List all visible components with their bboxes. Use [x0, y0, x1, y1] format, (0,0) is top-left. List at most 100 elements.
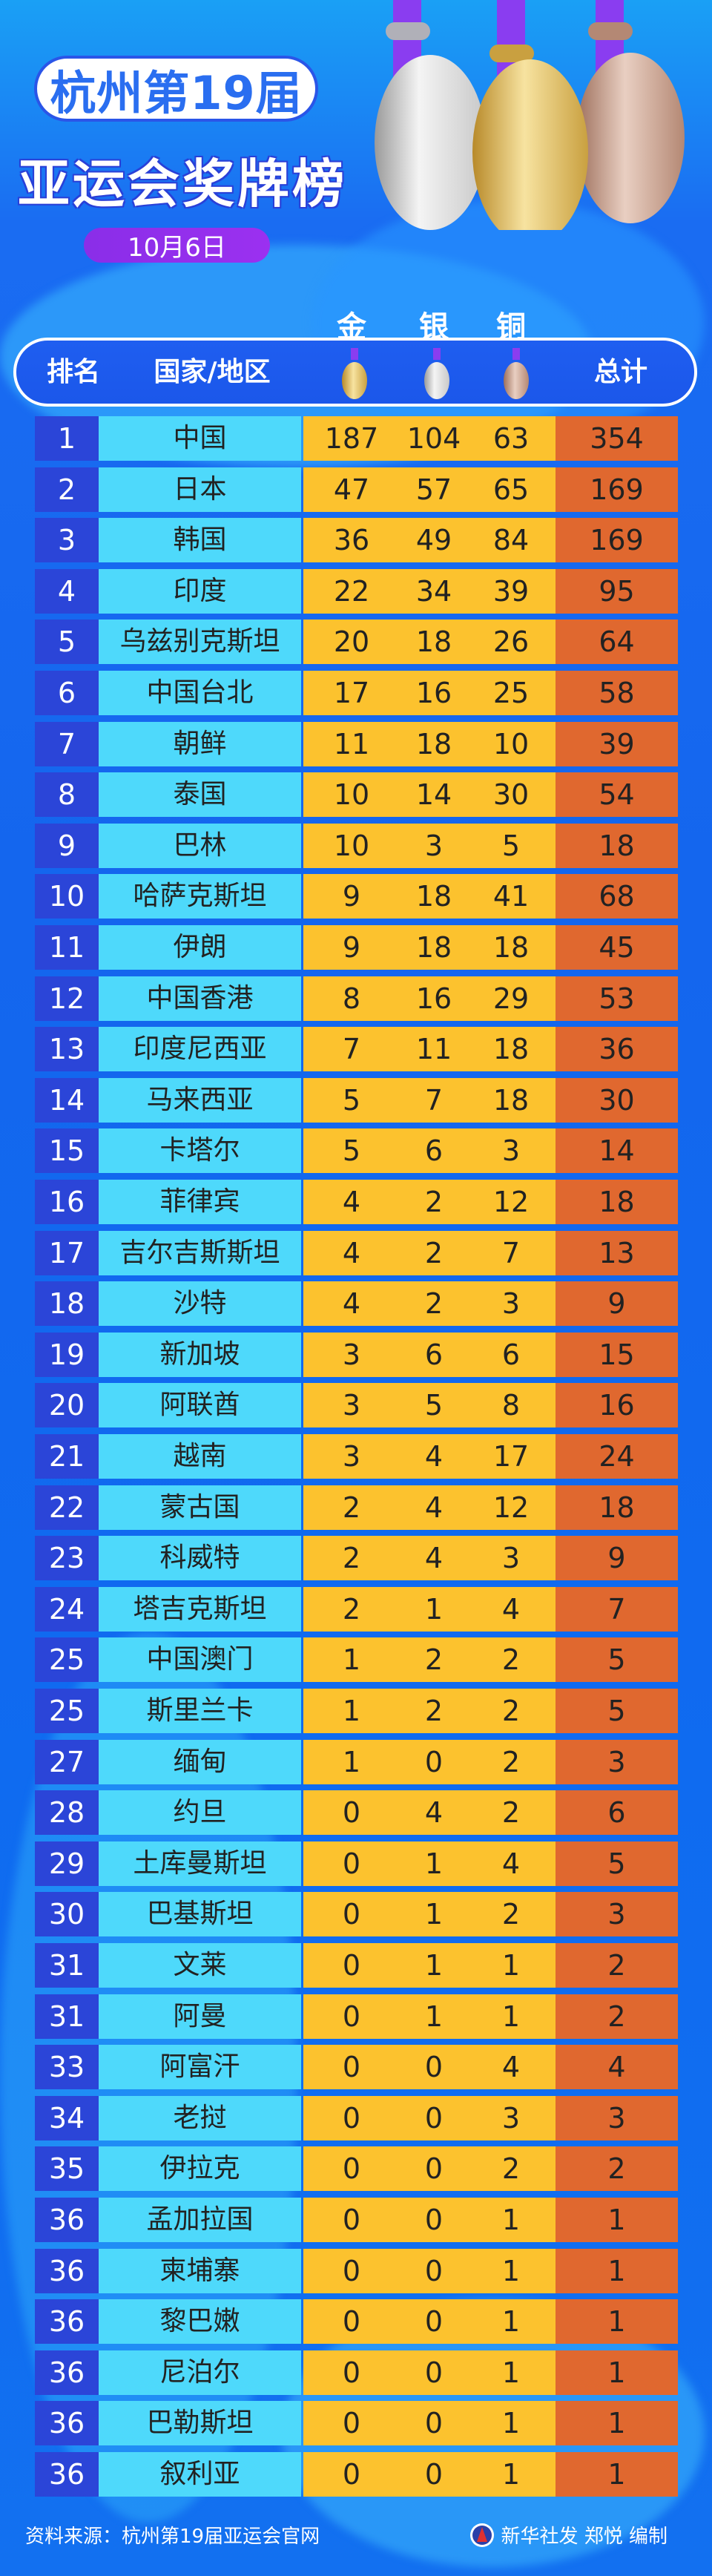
gold-count: 0 [342, 2356, 361, 2389]
title-line1-text: 杭州第19届 [50, 65, 303, 120]
medals-cell: 20 18 26 [303, 620, 556, 665]
table-row: 36 叙利亚 0 0 1 1 [35, 2452, 678, 2497]
gold-count: 8 [342, 982, 361, 1015]
table-row: 31 文莱 0 1 1 2 [35, 1943, 678, 1988]
source-note: 资料来源：杭州第19届亚运会官网 [25, 2526, 320, 2548]
bronze-count: 63 [492, 422, 530, 455]
bronze-count: 3 [501, 1134, 521, 1168]
rank-cell: 33 [35, 2045, 99, 2090]
rank-cell: 23 [35, 1536, 99, 1581]
country-cell: 韩国 [99, 518, 301, 563]
gold-count: 5 [342, 1083, 361, 1117]
silver-count: 3 [424, 829, 444, 862]
rank-cell: 14 [35, 1077, 99, 1123]
total-cell: 95 [556, 568, 678, 614]
gold-count: 2 [342, 1542, 361, 1575]
silver-count: 1 [424, 1847, 444, 1880]
gold-count: 7 [342, 1033, 361, 1066]
rank-cell: 8 [35, 772, 99, 818]
bronze-count: 1 [501, 2000, 521, 2033]
gold-count: 1 [342, 1643, 361, 1677]
table-row: 22 蒙古国 2 4 12 18 [35, 1485, 678, 1530]
medals-cell: 10 14 30 [303, 772, 556, 818]
silver-medal-icon [375, 55, 486, 230]
table-row: 4 印度 22 34 39 95 [35, 568, 678, 614]
xinhua-logo-icon [470, 2523, 495, 2547]
rank-cell: 11 [35, 925, 99, 970]
silver-count: 11 [415, 1033, 452, 1066]
total-cell: 3 [556, 1739, 678, 1784]
medals-cell: 0 0 3 [303, 2095, 556, 2140]
gold-count: 0 [342, 2204, 361, 2236]
bronze-count: 2 [501, 1796, 521, 1830]
medals-cell: 3 4 17 [303, 1434, 556, 1479]
bronze-count: 1 [501, 2407, 521, 2440]
country-cell: 尼泊尔 [99, 2350, 301, 2395]
country-cell: 阿富汗 [99, 2045, 301, 2090]
medals-cell: 9 18 18 [303, 925, 556, 970]
silver-count: 16 [415, 677, 452, 709]
medals-cell: 9 18 41 [303, 874, 556, 919]
rank-cell: 22 [35, 1485, 99, 1530]
silver-count: 57 [415, 473, 452, 506]
gold-count: 0 [342, 2458, 361, 2491]
rank-cell: 1 [35, 416, 99, 461]
table-row: 1 中国 187 104 63 354 [35, 416, 678, 461]
country-cell: 越南 [99, 1434, 301, 1479]
gold-count: 0 [342, 2407, 361, 2440]
total-cell: 54 [556, 772, 678, 818]
silver-count: 6 [424, 1134, 444, 1168]
country-cell: 朝鲜 [99, 721, 301, 766]
gold-count: 187 [324, 422, 379, 455]
total-cell: 9 [556, 1281, 678, 1327]
rank-cell: 10 [35, 874, 99, 919]
table-row: 7 朝鲜 11 18 10 39 [35, 721, 678, 766]
silver-count: 0 [424, 2101, 444, 2135]
total-cell: 1 [556, 2248, 678, 2293]
bronze-medal-icon [576, 53, 685, 223]
table-row: 3 韩国 36 49 84 169 [35, 518, 678, 563]
gold-count: 10 [333, 829, 370, 862]
bronze-count: 12 [492, 1186, 530, 1218]
country-cell: 沙特 [99, 1281, 301, 1327]
gold-count: 0 [342, 2000, 361, 2033]
total-cell: 13 [556, 1230, 678, 1275]
bronze-count: 2 [501, 1745, 521, 1778]
gold-count: 5 [342, 1134, 361, 1168]
rank-cell: 19 [35, 1332, 99, 1377]
bronze-count: 8 [501, 1389, 521, 1422]
country-cell: 马来西亚 [99, 1077, 301, 1123]
table-row: 30 巴基斯坦 0 1 2 3 [35, 1892, 678, 1937]
rank-cell: 31 [35, 1943, 99, 1988]
silver-count: 0 [424, 2051, 444, 2084]
country-cell: 日本 [99, 467, 301, 512]
country-cell: 中国香港 [99, 976, 301, 1021]
total-cell: 3 [556, 2095, 678, 2140]
header-rank: 排名 [46, 357, 100, 387]
rank-cell: 24 [35, 1586, 99, 1632]
rank-cell: 13 [35, 1027, 99, 1072]
country-cell: 吉尔吉斯斯坦 [99, 1230, 301, 1275]
rank-cell: 5 [35, 620, 99, 665]
medals-cell: 0 0 1 [303, 2350, 556, 2395]
medals-cell: 0 1 1 [303, 1943, 556, 1988]
medals-cell: 0 0 2 [303, 2146, 556, 2192]
gold-count: 2 [342, 1592, 361, 1626]
date-text: 10月6日 [128, 233, 226, 263]
rank-cell: 25 [35, 1637, 99, 1683]
country-cell: 塔吉克斯坦 [99, 1586, 301, 1632]
total-cell: 24 [556, 1434, 678, 1479]
bronze-count: 1 [501, 1949, 521, 1982]
rank-cell: 7 [35, 721, 99, 766]
total-cell: 58 [556, 671, 678, 715]
medals-cell: 2 4 12 [303, 1485, 556, 1530]
country-cell: 新加坡 [99, 1332, 301, 1377]
total-cell: 4 [556, 2045, 678, 2090]
gold-count: 1 [342, 1695, 361, 1727]
country-cell: 科威特 [99, 1536, 301, 1581]
rank-cell: 18 [35, 1281, 99, 1327]
table-row: 24 塔吉克斯坦 2 1 4 7 [35, 1586, 678, 1632]
table-row: 13 印度尼西亚 7 11 18 36 [35, 1027, 678, 1072]
silver-count: 0 [424, 2204, 444, 2236]
table-row: 16 菲律宾 4 2 12 18 [35, 1180, 678, 1224]
